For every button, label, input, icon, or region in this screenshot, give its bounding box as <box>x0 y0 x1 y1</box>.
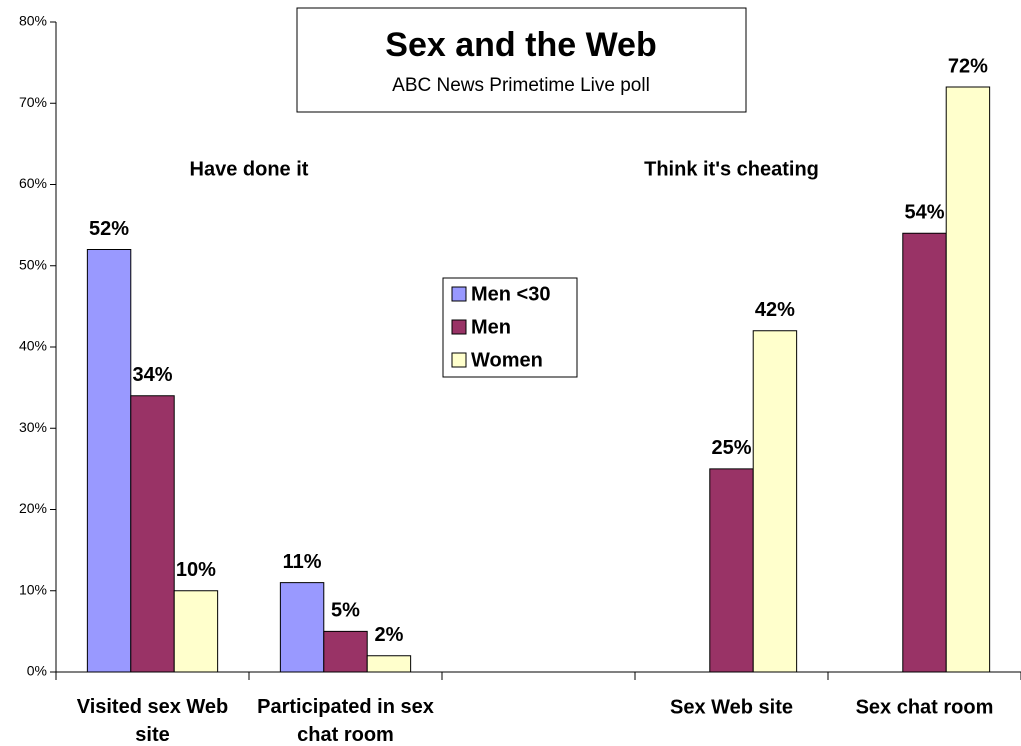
chart-subtitle: ABC News Primetime Live poll <box>392 75 650 96</box>
data-label: 42% <box>755 299 795 321</box>
x-tick-label: Participated in sex chat room <box>257 696 434 746</box>
bar <box>279 582 325 673</box>
annotation: Think it's cheating <box>644 158 819 180</box>
y-tick-label: 40% <box>19 338 47 354</box>
y-tick-label: 20% <box>19 500 47 516</box>
annotation: Have done it <box>190 158 309 180</box>
legend-label: Women <box>471 349 543 371</box>
bar <box>945 86 991 673</box>
y-tick-label: 30% <box>19 419 47 435</box>
bar <box>173 590 219 673</box>
bar <box>130 395 175 673</box>
data-label: 10% <box>176 559 216 581</box>
bar <box>752 330 798 673</box>
bar <box>366 655 412 673</box>
data-label: 25% <box>711 437 751 459</box>
data-label: 2% <box>374 624 403 646</box>
bar <box>86 249 132 673</box>
y-tick-label: 60% <box>19 175 47 191</box>
legend-swatch <box>451 286 467 302</box>
data-label: 54% <box>904 202 944 224</box>
legend-label: Men <30 <box>471 283 550 305</box>
data-label: 52% <box>89 218 129 240</box>
title-box <box>296 7 747 113</box>
bar <box>323 630 368 673</box>
x-tick-label: Sex Web site <box>670 696 793 718</box>
chart-title: Sex and the Web <box>385 26 656 64</box>
y-tick-label: 80% <box>19 13 47 29</box>
bar <box>709 468 754 673</box>
x-tick-label: Sex chat room <box>856 696 994 718</box>
legend-swatch <box>451 319 467 335</box>
legend-label: Men <box>471 316 511 338</box>
data-label: 72% <box>948 55 988 77</box>
data-label: 5% <box>331 600 360 622</box>
bar <box>902 232 947 673</box>
y-tick-label: 0% <box>27 663 47 679</box>
y-tick-label: 50% <box>19 256 47 272</box>
y-tick-label: 10% <box>19 581 47 597</box>
y-tick-label: 70% <box>19 94 47 110</box>
data-label: 11% <box>283 551 322 573</box>
x-tick-label: Visited sex Web site <box>77 696 229 746</box>
data-label: 34% <box>132 364 172 386</box>
legend-swatch <box>451 352 467 368</box>
